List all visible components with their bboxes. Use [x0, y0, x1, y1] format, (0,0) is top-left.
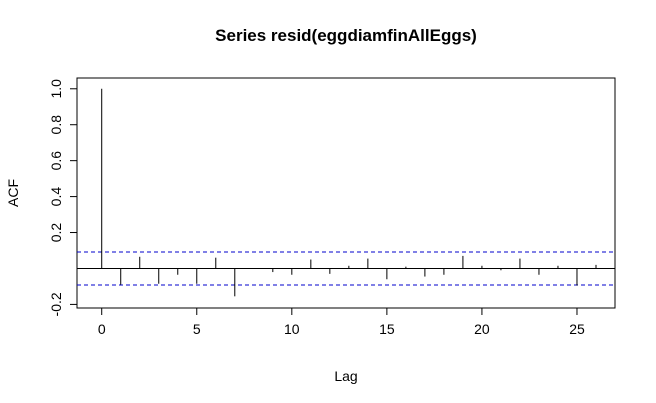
- y-tick-label: 1.0: [48, 79, 64, 99]
- confidence-bounds: [77, 251, 615, 286]
- y-axis: -0.2 0.2 0.4 0.6 0.8 1.0: [48, 79, 77, 316]
- plot-frame: [76, 77, 616, 309]
- y-axis-label: ACF: [5, 179, 21, 207]
- chart-title: Series resid(eggdiamfinAllEggs): [215, 26, 477, 45]
- x-axis: 0 5 10 15 20 25: [98, 308, 585, 337]
- acf-bars: [101, 88, 597, 297]
- y-tick-label: 0.2: [48, 223, 64, 243]
- x-tick-label: 0: [98, 321, 106, 337]
- y-tick-label: 0.4: [48, 187, 64, 207]
- x-tick-label: 15: [379, 321, 395, 337]
- x-tick-label: 25: [569, 321, 585, 337]
- x-tick-label: 10: [284, 321, 300, 337]
- y-tick-label: 0.6: [48, 151, 64, 171]
- y-tick-label: -0.2: [48, 292, 64, 316]
- x-tick-label: 20: [474, 321, 490, 337]
- x-axis-label: Lag: [334, 368, 357, 384]
- y-tick-label: 0.8: [48, 115, 64, 135]
- x-tick-label: 5: [193, 321, 201, 337]
